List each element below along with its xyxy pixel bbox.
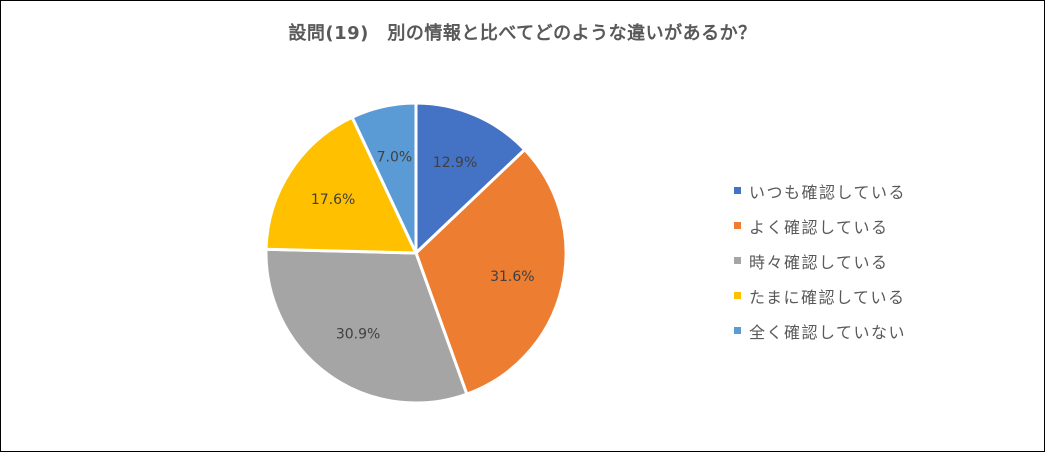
legend-swatch <box>734 257 741 264</box>
pie-slice <box>264 115 419 255</box>
chart-legend: いつも確認している よく確認している 時々確認している たまに確認している 全く… <box>734 173 906 348</box>
legend-item: 時々確認している <box>734 243 906 278</box>
data-label: 31.6% <box>490 269 534 285</box>
legend-label: 全く確認していない <box>749 322 907 342</box>
chart-title: 設問(19) 別の情報と比べてどのような違いがあるか？ <box>288 23 757 44</box>
legend-item: よく確認している <box>734 208 906 243</box>
legend-swatch <box>734 187 741 194</box>
pie-slice <box>414 147 568 397</box>
pie-slice <box>264 247 469 405</box>
pie-slice <box>414 101 527 257</box>
legend-swatch <box>734 222 741 229</box>
legend-swatch <box>734 292 741 299</box>
legend-item: いつも確認している <box>734 173 906 208</box>
pie-slice <box>350 101 418 254</box>
data-label: 7.0% <box>377 149 413 165</box>
legend-label: たまに確認している <box>749 287 906 307</box>
legend-label: よく確認している <box>749 217 889 237</box>
legend-label: 時々確認している <box>749 252 889 272</box>
data-label: 30.9% <box>336 326 380 342</box>
legend-swatch <box>734 327 741 334</box>
legend-label: いつも確認している <box>749 182 907 202</box>
data-label: 17.6% <box>311 192 355 208</box>
data-label: 12.9% <box>433 155 477 171</box>
legend-item: 全く確認していない <box>734 313 906 348</box>
legend-item: たまに確認している <box>734 278 906 313</box>
